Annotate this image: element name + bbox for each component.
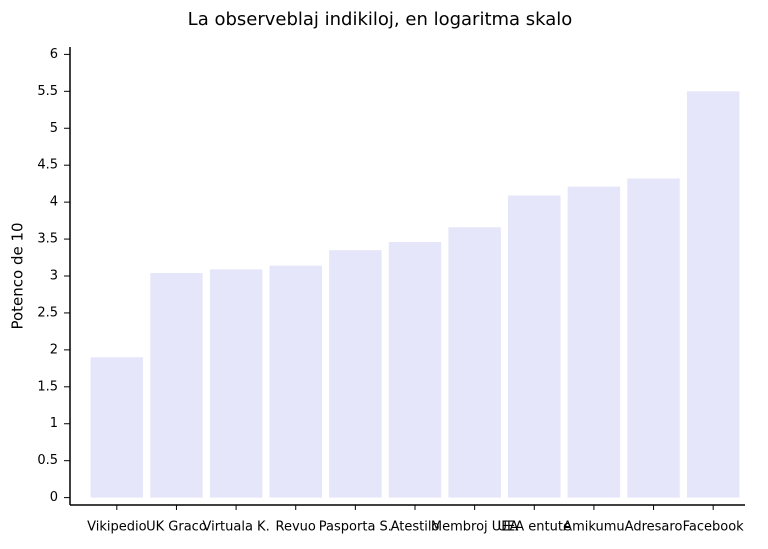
y-tick-label: 2.5	[37, 305, 58, 320]
x-tick-label: UEA entute	[498, 520, 571, 535]
bar	[90, 357, 144, 498]
y-tick-label: 3.5	[37, 232, 58, 247]
bar	[209, 269, 263, 498]
y-tick-label: 5.5	[37, 84, 58, 99]
y-tick-label: 6	[50, 47, 58, 62]
bar	[627, 178, 680, 498]
x-tick-label: Vikipedio	[87, 520, 146, 535]
y-tick-label: 0.5	[37, 453, 58, 468]
bar	[388, 242, 442, 498]
x-tick-label: Revuo	[276, 520, 316, 535]
y-tick-label: 3	[50, 269, 58, 284]
bar	[150, 273, 203, 498]
y-tick-label: 1	[50, 416, 58, 431]
x-tick-label: Facebook	[683, 520, 745, 535]
bar	[329, 250, 382, 498]
bar	[567, 186, 621, 498]
x-tick-label: Amikumu	[563, 520, 624, 535]
y-tick-label: 5	[50, 121, 58, 136]
chart-title: La observeblaj indikiloj, en logaritma s…	[188, 9, 573, 30]
x-tick-label: Adresaro	[625, 520, 683, 535]
x-tick-label: Pasporta S.	[319, 520, 392, 535]
y-tick-label: 4	[50, 195, 58, 210]
x-tick-label: Virtuala K.	[202, 520, 269, 535]
bar	[686, 91, 740, 498]
bar	[269, 265, 322, 498]
y-axis-label: Potenco de 10	[9, 222, 27, 329]
x-tick-label: UK Graco	[146, 520, 207, 535]
bar	[508, 195, 561, 498]
bar	[448, 227, 501, 498]
y-tick-label: 4.5	[37, 158, 58, 173]
x-tick-label: Membroj UEA	[431, 520, 519, 535]
x-tick-label: Atestilo	[391, 520, 440, 535]
y-tick-label: 0	[50, 490, 58, 505]
y-tick-label: 2	[50, 342, 58, 357]
y-tick-label: 1.5	[37, 379, 58, 394]
